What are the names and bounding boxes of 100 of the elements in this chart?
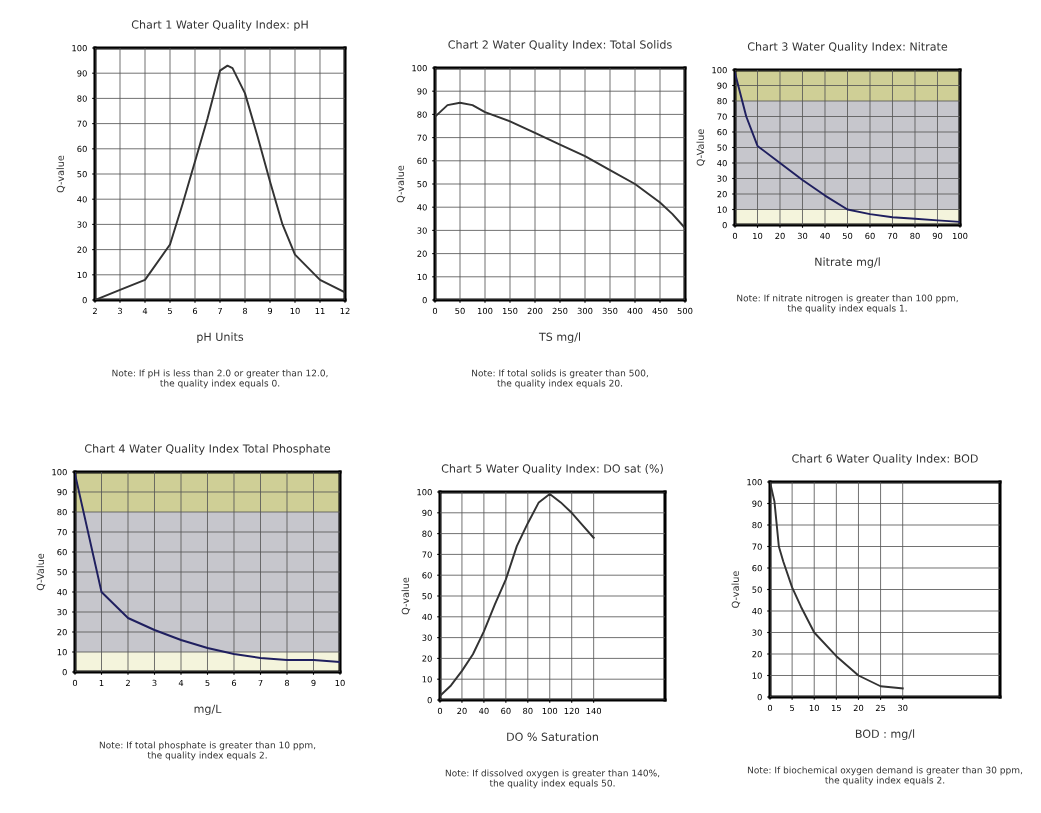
chart-title: Chart 4 Water Quality Index Total Phosphate: [84, 444, 331, 455]
x-tick-label: 400: [627, 307, 643, 315]
x-tick-label: 120: [564, 707, 580, 715]
x-tick-label: 350: [602, 307, 618, 315]
x-axis-title: DO % Saturation: [507, 732, 598, 741]
x-tick-label: 20: [775, 232, 785, 240]
y-tick-label: 60: [57, 548, 67, 556]
x-tick-label: 7: [218, 307, 222, 314]
y-tick-label: 80: [77, 95, 87, 102]
x-tick-label: 450: [652, 307, 668, 315]
y-tick-label: 100: [412, 64, 427, 72]
x-tick-label: 5: [205, 679, 210, 687]
y-tick-label: 0: [427, 696, 432, 704]
y-tick-label: 100: [72, 44, 87, 52]
y-tick-label: 90: [77, 70, 87, 77]
line-series: [435, 101, 685, 230]
x-tick-label: 10: [335, 679, 345, 687]
x-tick-label: 6: [192, 307, 198, 315]
x-axis-title: Nitrate mg/l: [815, 257, 880, 269]
y-tick-label: 40: [717, 159, 727, 167]
y-tick-label: 80: [752, 521, 762, 529]
y-tick-label: 80: [717, 97, 727, 105]
y-tick-label: 40: [752, 607, 762, 615]
x-tick-label: 5: [167, 307, 172, 315]
x-tick-label: 140: [586, 707, 602, 715]
x-tick-label: 300: [577, 307, 593, 315]
x-tick-label: 4: [178, 679, 184, 686]
y-tick-label: 90: [422, 509, 432, 517]
x-tick-label: 3: [117, 307, 122, 315]
x-tick-label: 2: [92, 307, 97, 314]
y-tick-label: 70: [422, 551, 432, 558]
x-tick-label: 10: [290, 307, 300, 315]
x-tick-label: 60: [865, 232, 875, 240]
y-tick-label: 90: [417, 88, 427, 95]
y-tick-label: 40: [417, 204, 427, 211]
y-tick-label: 10: [77, 271, 87, 279]
x-tick-label: 0: [437, 707, 443, 715]
y-tick-label: 30: [77, 221, 87, 228]
x-tick-label: 40: [479, 707, 489, 715]
x-axis-title: BOD : mg/l: [855, 729, 915, 741]
y-tick-label: 10: [717, 206, 727, 213]
x-tick-label: 20: [457, 707, 467, 715]
y-tick-label: 50: [717, 144, 727, 151]
y-tick-label: 30: [417, 227, 427, 234]
y-tick-label: 80: [422, 530, 432, 537]
x-tick-label: 5: [790, 704, 795, 712]
x-tick-label: 20: [853, 704, 864, 712]
x-tick-label: 40: [820, 232, 830, 240]
x-tick-label: 12: [340, 307, 350, 314]
line-series: [770, 482, 904, 690]
x-axis-title: pH Units: [197, 332, 244, 344]
y-tick-label: 10: [417, 273, 427, 281]
y-tick-label: 0: [422, 296, 427, 304]
y-tick-label: 90: [57, 488, 67, 496]
text: Note: If pH is less than 2.0 or greater than 12.0, the quality index equals 0.: [112, 369, 328, 389]
chart-title: Chart 6 Water Quality Index: BOD: [792, 454, 978, 465]
y-tick-label: 100: [52, 468, 67, 476]
x-tick-label: 500: [677, 307, 693, 315]
y-tick-label: 20: [717, 190, 727, 198]
x-tick-label: 25: [875, 704, 886, 712]
x-tick-label: 50: [455, 307, 465, 315]
y-tick-label: 20: [77, 246, 87, 253]
x-tick-label: 6: [231, 679, 237, 687]
x-tick-label: 200: [527, 307, 543, 315]
y-tick-label: 40: [57, 588, 67, 596]
x-tick-label: 30: [797, 232, 808, 240]
y-tick-label: 50: [752, 586, 762, 593]
x-tick-label: 2: [125, 679, 130, 686]
y-tick-label: 0: [62, 668, 67, 676]
y-tick-label: 0: [757, 693, 762, 701]
text: Note: If nitrate nitrogen is greater than 100 ppm, the quality index equals 1.: [737, 294, 958, 314]
y-tick-label: 50: [77, 170, 87, 178]
x-tick-label: 50: [842, 232, 853, 240]
x-tick-label: 3: [152, 679, 157, 687]
y-tick-label: 40: [422, 613, 432, 621]
y-tick-label: 70: [717, 113, 727, 120]
y-tick-label: 100: [417, 488, 432, 496]
x-tick-label: 60: [501, 707, 511, 715]
y-tick-label: 70: [752, 543, 762, 550]
text: Note: If total phosphate is greater than 10 ppm, the quality index equals 2.: [99, 741, 316, 761]
y-tick-label: 20: [417, 250, 427, 257]
x-tick-label: 0: [767, 704, 773, 712]
y-tick-label: 30: [422, 634, 432, 641]
x-tick-label: 10: [809, 704, 819, 712]
y-tick-label: 90: [752, 500, 762, 507]
y-tick-label: 60: [422, 572, 432, 579]
x-tick-label: 150: [502, 307, 518, 315]
y-axis-title: Q-value: [401, 577, 411, 615]
y-tick-label: 30: [57, 608, 67, 616]
x-tick-label: 9: [267, 307, 273, 315]
text: Note: If biochemical oxygen demand is greater than 30 ppm, the quality index equals 2.: [747, 766, 1023, 786]
x-axis-title: mg/L: [194, 704, 222, 716]
y-axis-title: Q-value: [731, 571, 741, 608]
x-tick-label: 0: [732, 232, 738, 240]
y-tick-label: 70: [57, 528, 67, 536]
x-tick-label: 11: [315, 307, 325, 314]
y-tick-label: 100: [747, 478, 762, 486]
y-tick-label: 10: [752, 672, 762, 679]
x-tick-label: 8: [242, 307, 248, 315]
x-tick-label: 70: [887, 232, 898, 240]
